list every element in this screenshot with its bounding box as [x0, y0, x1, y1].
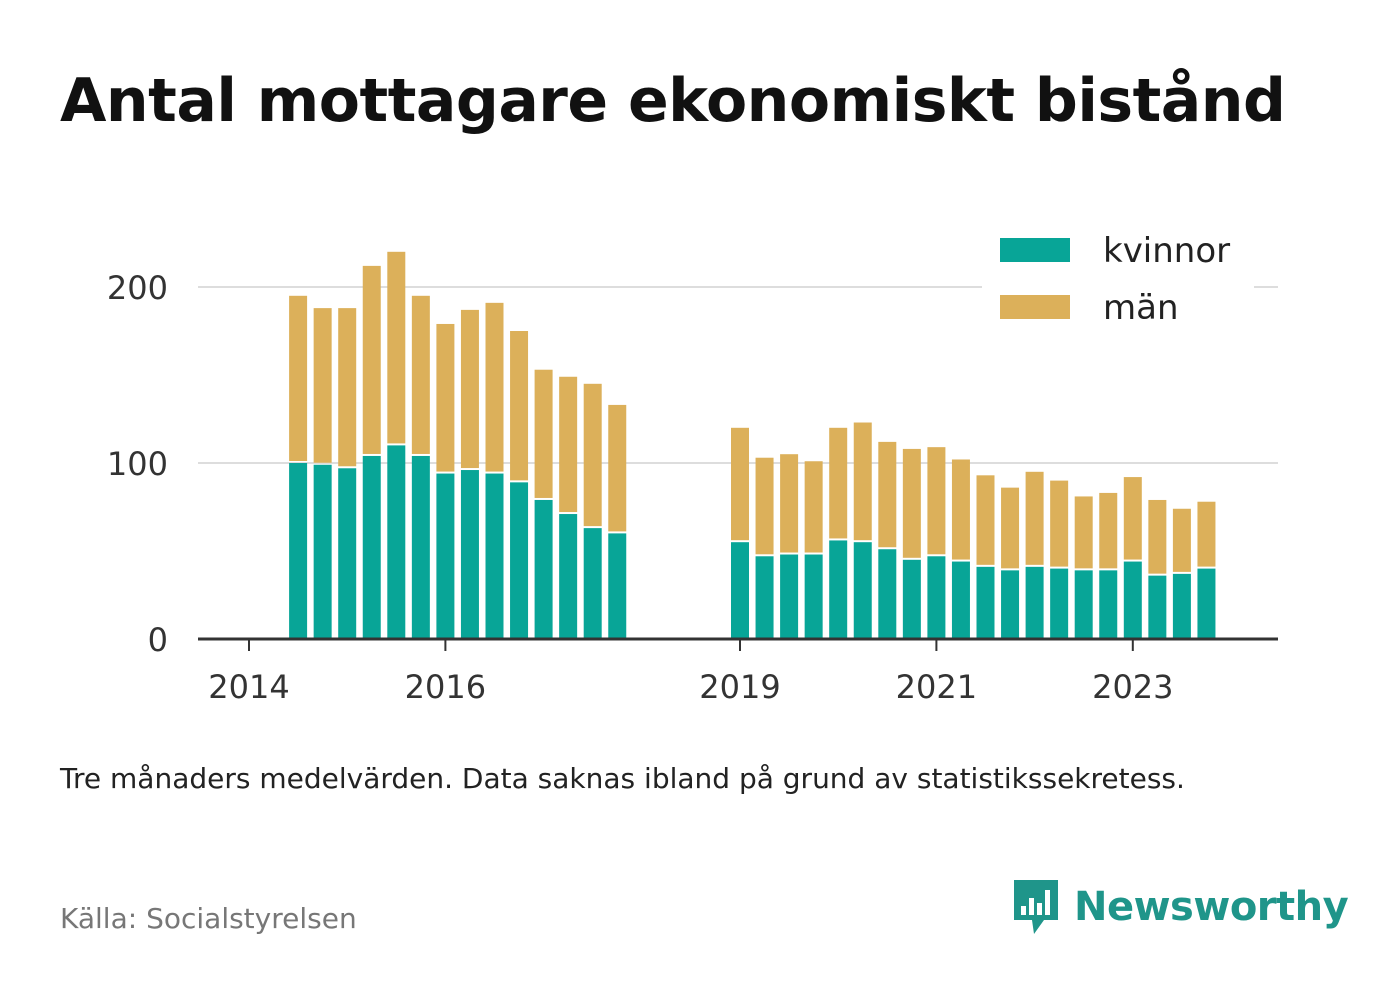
bar-kvinnor — [951, 561, 970, 639]
bar-kvinnor — [902, 559, 921, 639]
x-tick-label: 2019 — [699, 668, 780, 706]
bar-kvinnor — [1099, 570, 1118, 639]
bar-man — [1123, 477, 1142, 560]
bar-kvinnor — [780, 554, 799, 639]
bar-man — [731, 427, 749, 541]
bar-man — [559, 376, 578, 513]
bar-man — [1074, 496, 1093, 569]
legend-swatch — [1000, 295, 1070, 319]
bar-man — [878, 441, 897, 548]
stacked-bar-chart: 0 100 200 2014 2016 2019 2021 2023 kvinnor män — [106, 226, 1278, 706]
bar-kvinnor — [1148, 575, 1167, 639]
bar-man — [583, 383, 602, 527]
x-tick-label: 2021 — [896, 668, 977, 706]
bar-man — [804, 461, 823, 553]
bar-man — [313, 308, 332, 463]
legend: kvinnor män — [982, 226, 1254, 344]
bar-man — [902, 448, 921, 558]
bar-man — [951, 459, 970, 560]
bar-man — [976, 475, 995, 565]
bar-man — [436, 323, 455, 472]
legend-label: män — [1103, 288, 1179, 328]
bar-man — [780, 454, 799, 553]
bar-kvinnor — [338, 468, 357, 639]
legend-label: kvinnor — [1103, 231, 1230, 271]
x-tick-label: 2016 — [405, 668, 486, 706]
bar-kvinnor — [1123, 561, 1142, 639]
bar-kvinnor — [976, 566, 995, 639]
bar-man — [510, 331, 529, 481]
bar-man — [608, 404, 627, 532]
bar-kvinnor — [853, 542, 872, 639]
bar-kvinnor — [313, 464, 332, 639]
bar-man — [289, 295, 308, 461]
bar-man — [829, 427, 848, 539]
bar-man — [387, 251, 406, 444]
bar-kvinnor — [460, 470, 479, 639]
bar-man — [362, 265, 381, 454]
bar-man — [1148, 499, 1167, 574]
bar-kvinnor — [289, 463, 308, 639]
bar-man — [534, 369, 553, 498]
bar-man — [411, 295, 430, 454]
bar-kvinnor — [362, 455, 381, 639]
bar-kvinnor — [583, 528, 602, 639]
bar-man — [1197, 501, 1216, 567]
bars — [289, 251, 1216, 639]
bar-man — [755, 457, 774, 555]
bar-kvinnor — [1172, 573, 1191, 639]
brand-name: Newsworthy — [1074, 884, 1349, 930]
bar-man — [927, 447, 946, 555]
bar-kvinnor — [878, 549, 897, 639]
bar-kvinnor — [534, 499, 553, 639]
bar-kvinnor — [387, 445, 406, 639]
bar-man — [485, 302, 504, 472]
bar-kvinnor — [829, 540, 848, 639]
bar-kvinnor — [1025, 566, 1044, 639]
bar-kvinnor — [1001, 570, 1020, 639]
bar-man — [853, 422, 872, 541]
chart-title: Antal mottagare ekonomiskt bistånd — [60, 66, 1286, 136]
bar-kvinnor — [559, 514, 578, 639]
legend-swatch — [1000, 238, 1070, 262]
bar-man — [1050, 480, 1069, 567]
bar-kvinnor — [1197, 568, 1216, 639]
bar-man — [460, 309, 479, 469]
chart-note: Tre månaders medelvärden. Data saknas ib… — [60, 762, 1185, 795]
bar-kvinnor — [510, 482, 529, 639]
y-tick-label: 0 — [148, 621, 168, 659]
bar-man — [1172, 508, 1191, 572]
y-tick-label: 100 — [107, 445, 168, 483]
x-tick-label: 2014 — [208, 668, 289, 706]
axes: 0 100 200 2014 2016 2019 2021 2023 — [107, 269, 1278, 706]
bar-man — [1099, 492, 1118, 569]
bar-kvinnor — [485, 473, 504, 639]
y-tick-label: 200 — [107, 269, 168, 307]
bar-man — [1001, 487, 1020, 569]
bar-kvinnor — [1050, 568, 1069, 639]
bar-kvinnor — [1074, 570, 1093, 639]
bar-kvinnor — [804, 554, 823, 639]
bar-kvinnor — [927, 556, 946, 639]
bar-kvinnor — [731, 542, 749, 639]
bar-kvinnor — [436, 473, 455, 639]
newsworthy-logo[interactable]: Newsworthy — [1010, 876, 1349, 938]
bar-kvinnor — [608, 533, 627, 639]
bar-kvinnor — [755, 556, 774, 639]
bar-man — [1025, 471, 1044, 565]
bar-kvinnor — [411, 455, 430, 639]
x-tick-label: 2023 — [1092, 668, 1173, 706]
newsworthy-logo-icon — [1014, 880, 1058, 934]
bar-man — [338, 308, 357, 467]
source-label: Källa: Socialstyrelsen — [60, 902, 357, 935]
